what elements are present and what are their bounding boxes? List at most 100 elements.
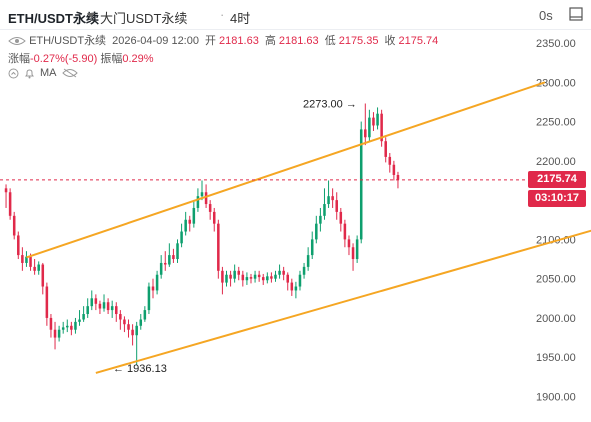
candle-body (212, 211, 216, 224)
candle-body (237, 270, 241, 275)
candle-body (380, 113, 383, 142)
low-value: 2175.35 (338, 35, 379, 47)
price-tick-label: 1950.00 (536, 352, 576, 364)
candle-body (274, 274, 277, 279)
candle-body (270, 276, 273, 279)
candle-body (286, 274, 289, 283)
eye-icon[interactable] (8, 36, 26, 46)
last-price-tag: 2175.74 (528, 171, 586, 189)
price-tick-label: 2300.00 (536, 77, 576, 89)
fullscreen-icon[interactable] (568, 6, 584, 22)
candle-body (70, 325, 73, 330)
price-tick-label: 2000.00 (536, 313, 576, 325)
eye-off-icon[interactable] (61, 68, 78, 78)
bell-icon[interactable] (24, 68, 35, 79)
candle-body (200, 192, 204, 197)
candle-body (110, 306, 114, 311)
open-value: 2181.63 (219, 35, 259, 47)
price-axis: 2350.002300.002250.002200.002150.002100.… (536, 38, 576, 404)
exchange-title: 大门USDT永续 (100, 11, 188, 26)
close-label: 收 (384, 35, 396, 47)
candle-body (327, 196, 330, 205)
chevron-down-icon[interactable] (87, 13, 95, 18)
price-tick-label: 2250.00 (536, 117, 576, 129)
candlestick-series (4, 103, 400, 366)
amplitude-label: 振幅 (100, 53, 123, 65)
candle-body (172, 255, 175, 260)
candle-body (115, 306, 118, 315)
candle-body (192, 207, 196, 224)
candle-body (319, 215, 322, 224)
candle-body (294, 286, 298, 291)
symbol-selector[interactable]: ETH/USDT永续 (8, 11, 100, 26)
candle-body (82, 314, 85, 320)
candle-body (241, 274, 245, 281)
candle-body (45, 286, 49, 318)
candle-body (290, 282, 294, 291)
candle-body (221, 270, 224, 283)
candle-body (184, 219, 187, 232)
indicator-ma[interactable]: MA (40, 67, 57, 79)
candle-body (335, 200, 338, 212)
info-datetime: 2026-04-09 12:00 (112, 35, 199, 47)
high-annotation: 2273.00 → (303, 98, 357, 110)
candle-body (217, 223, 220, 271)
candle-body (388, 156, 392, 165)
channel-upper-line (26, 81, 546, 259)
elapsed-timer: 0s (539, 8, 553, 23)
channel-lines (26, 81, 591, 374)
candle-body (331, 196, 334, 201)
candle-body (98, 303, 102, 309)
candle-body (139, 319, 143, 326)
candle-body (49, 317, 53, 330)
ohlc-info: ETH/USDT永续 2026-04-09 12:00 开 2181.63 高 21… (8, 32, 441, 48)
candle-body (74, 321, 77, 330)
candle-body (163, 262, 167, 265)
candle-body (53, 329, 57, 338)
candle-body (155, 274, 159, 291)
low-annotation: ← 1936.13 (113, 363, 167, 375)
candle-body (180, 231, 183, 244)
price-tick-label: 2350.00 (536, 38, 576, 50)
candle-body (368, 117, 371, 138)
change-value: -0.27%(-5.90) (30, 53, 98, 65)
candle-body (127, 324, 130, 330)
candle-body (315, 223, 318, 240)
candle-body (106, 302, 110, 311)
candle-body (33, 266, 36, 271)
candle-body (278, 270, 281, 275)
candle-body (257, 274, 261, 278)
candle-body (61, 327, 65, 330)
candle-body (339, 211, 343, 224)
candle-body (302, 266, 306, 275)
candle-body (102, 302, 106, 309)
candle-body (90, 298, 94, 307)
separator-dot: · (220, 7, 225, 22)
candle-body (29, 256, 32, 267)
candle-body (298, 274, 302, 287)
candle-body (384, 141, 387, 157)
channel-lower-line (95, 229, 591, 374)
candle-body (8, 192, 12, 216)
countdown-tag: 03:10:17 (528, 189, 586, 207)
candle-body (343, 223, 347, 240)
low-label: 低 (324, 35, 336, 47)
candle-body (168, 255, 171, 265)
period-selector[interactable]: 4时 (230, 11, 251, 26)
candle-body (347, 239, 351, 248)
price-tick-label: 2050.00 (536, 274, 576, 286)
candle-body (249, 277, 253, 279)
candle-body (151, 286, 155, 291)
collapse-icon[interactable] (8, 68, 19, 79)
candle-body (57, 329, 61, 338)
candle-body (41, 264, 45, 287)
price-annotations: 2273.00 → ← 1936.13 (0, 98, 528, 375)
candle-body (12, 215, 16, 236)
candle-body (364, 129, 367, 138)
candle-body (396, 174, 400, 180)
high-value: 2181.63 (278, 35, 319, 47)
candle-body (196, 196, 200, 208)
candle-body (143, 310, 147, 320)
